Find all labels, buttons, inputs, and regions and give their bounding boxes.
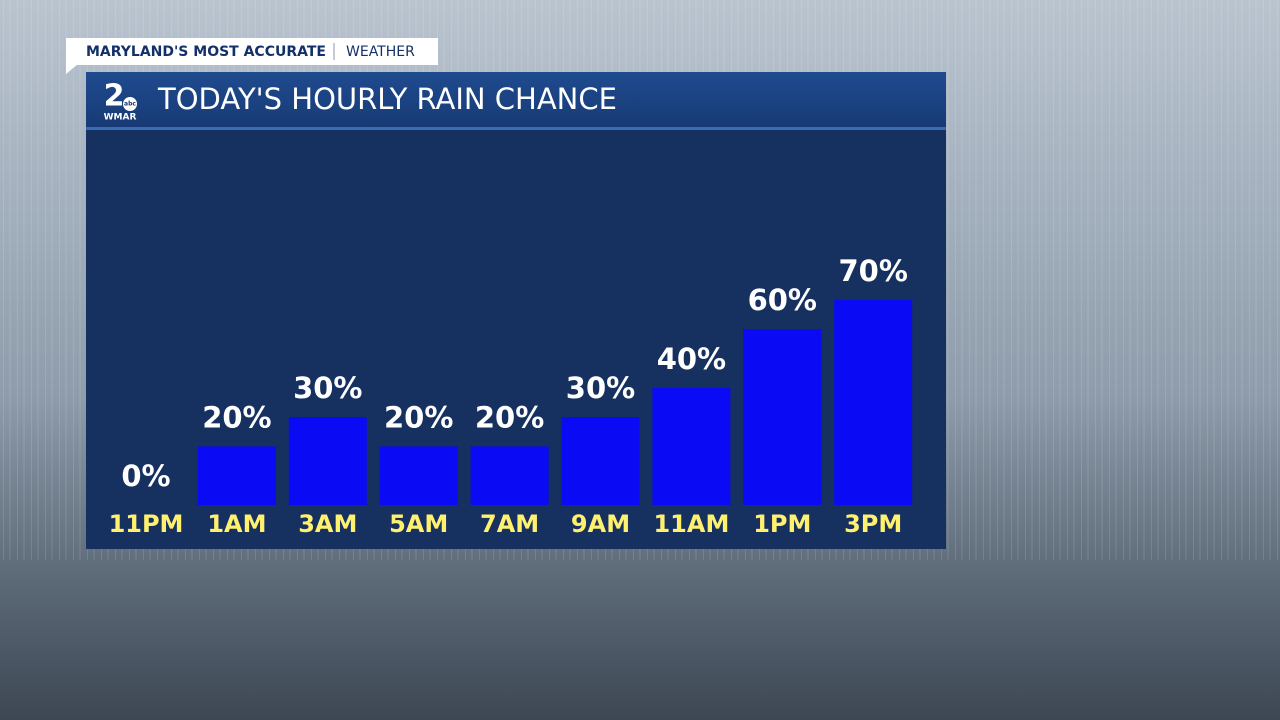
- x-tick-label: 7AM: [480, 510, 539, 538]
- bar: [197, 446, 276, 505]
- plot: 0% 11PM 20% 1AM 30% 3AM 20% 5AM 20% 7AM 30% 9AM 40% 1…: [109, 254, 913, 538]
- bar: [652, 387, 731, 505]
- logo-station: WMAR: [104, 113, 137, 123]
- title-bar: [86, 72, 946, 128]
- bar: [379, 446, 458, 505]
- x-tick-label: 3AM: [298, 510, 357, 538]
- brand-tag-tail: [66, 64, 78, 74]
- value-label: 70%: [838, 254, 907, 288]
- chart-title: TODAY'S HOURLY RAIN CHANCE: [157, 82, 617, 116]
- value-label: 40%: [657, 342, 726, 376]
- value-label: 30%: [293, 371, 362, 405]
- logo-number: 2: [104, 79, 125, 114]
- section-text: WEATHER: [346, 44, 415, 60]
- x-tick-label: 9AM: [571, 510, 630, 538]
- title-rule: [86, 127, 946, 130]
- x-tick-label: 1PM: [753, 510, 811, 538]
- value-label: 20%: [384, 400, 453, 434]
- x-tick-label: 1AM: [207, 510, 266, 538]
- bar: [743, 329, 822, 505]
- bar: [834, 299, 913, 505]
- x-tick-label: 3PM: [844, 510, 902, 538]
- value-label: 20%: [202, 400, 271, 434]
- x-tick-label: 11AM: [653, 510, 729, 538]
- logo-circle: [123, 97, 137, 111]
- value-label: 20%: [475, 400, 544, 434]
- value-label: 0%: [121, 459, 170, 493]
- bar: [561, 417, 640, 505]
- logo-network: abc: [124, 101, 136, 108]
- logo: 2 abc WMAR: [104, 79, 137, 123]
- value-label: 30%: [566, 371, 635, 405]
- value-label: 60%: [748, 283, 817, 317]
- bar: [470, 446, 549, 505]
- brand-text: MARYLAND'S MOST ACCURATE: [86, 44, 326, 60]
- brand-tag-box: [66, 38, 438, 65]
- bar: [288, 417, 367, 505]
- x-tick-label: 5AM: [389, 510, 448, 538]
- brand-tag: MARYLAND'S MOST ACCURATE WEATHER: [66, 38, 438, 74]
- x-tick-label: 11PM: [109, 510, 184, 538]
